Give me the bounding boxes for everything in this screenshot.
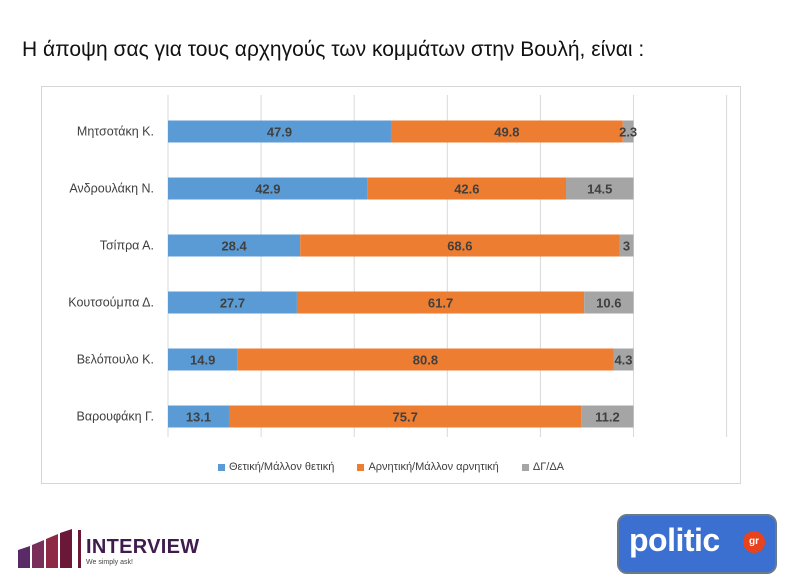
data-label: 11.2 (595, 410, 620, 425)
legend-swatch-dkna (521, 463, 529, 471)
legend-swatch-negative (357, 463, 365, 471)
interview-logo: INTERVIEW We simply ask! (16, 528, 206, 572)
bar-layer: 47.9 49.8 2.3 42.9 42.6 14.5 28.4 68.6 3 27.7 61.7… (168, 120, 637, 428)
stacked-bar-chart: 47.9 49.8 2.3 42.9 42.6 14.5 28.4 68.6 3 27.7 61.7… (68, 95, 728, 437)
bar-segment (300, 234, 620, 257)
bar-segment (237, 348, 614, 371)
category-labels: Μητσοτάκη Κ. Ανδρουλάκη Ν. Τσίπρα Α. Κουτσο… (68, 125, 154, 424)
chart-frame: 47.9 49.8 2.3 42.9 42.6 14.5 28.4 68.6 3 27.7 61.7… (41, 86, 741, 484)
data-label: 75.7 (393, 410, 418, 425)
bar-segment (581, 405, 634, 428)
data-label: 14.5 (587, 182, 612, 197)
legend-label-negative: Αρνητική/Μάλλον αρνητική (368, 461, 499, 473)
politic-gr-badge: gr (743, 531, 765, 553)
interview-name: INTERVIEW (86, 536, 200, 558)
interview-tagline: We simply ask! (86, 559, 133, 566)
data-label: 27.7 (220, 296, 245, 311)
legend-label-positive: Θετική/Μάλλον θετική (228, 461, 335, 473)
bar-segment (168, 177, 368, 200)
interview-bars-icon (18, 529, 72, 568)
bar-segment (168, 234, 301, 257)
data-label: 42.6 (454, 182, 479, 197)
bar-segment (168, 291, 297, 314)
category-label: Ανδρουλάκη Ν. (69, 182, 154, 196)
legend-item-positive: Θετική/Μάλλον θετική (217, 461, 335, 473)
data-label: 42.9 (255, 182, 280, 197)
category-label: Βελόπουλο Κ. (77, 353, 154, 367)
page-title: Η άποψη σας για τους αρχηγούς των κομμάτ… (22, 38, 645, 61)
data-label: 49.8 (494, 125, 519, 140)
politic-logo: politic gr (617, 514, 777, 574)
bar-segment (168, 348, 238, 371)
politic-name: politic (629, 522, 720, 558)
data-label: 14.9 (190, 353, 215, 368)
legend-item-negative: Αρνητική/Μάλλον αρνητική (357, 461, 499, 473)
bar-segment (619, 234, 634, 257)
category-label: Μητσοτάκη Κ. (77, 125, 154, 139)
data-label: 4.3 (614, 353, 632, 368)
bar-segment (613, 348, 634, 371)
bar-segment (367, 177, 567, 200)
data-label: 2.3 (619, 125, 637, 140)
category-label: Τσίπρα Α. (100, 239, 154, 253)
bar-segment (296, 291, 585, 314)
interview-divider (78, 530, 81, 568)
legend-label-dkna: ΔΓ/ΔΑ (532, 461, 565, 473)
data-label: 3 (623, 239, 630, 254)
bar-segment (390, 120, 623, 143)
data-label: 68.6 (447, 239, 472, 254)
data-label: 80.8 (413, 353, 438, 368)
data-label: 61.7 (428, 296, 453, 311)
data-label: 10.6 (596, 296, 621, 311)
data-label: 13.1 (186, 410, 211, 425)
bar-segment (228, 405, 582, 428)
legend-swatch-positive (217, 463, 225, 471)
data-label: 28.4 (221, 239, 247, 254)
legend-item-dkna: ΔΓ/ΔΑ (521, 461, 565, 473)
legend: Θετική/Μάλλον θετική Αρνητική/Μάλλον αρν… (42, 461, 740, 473)
category-label: Κουτσούμπα Δ. (68, 296, 154, 310)
category-label: Βαρουφάκη Γ. (77, 410, 154, 424)
bar-segment (566, 177, 634, 200)
gridlines (167, 95, 728, 437)
bar-segment (622, 120, 634, 143)
data-label: 47.9 (267, 125, 292, 140)
bar-segment (584, 291, 634, 314)
bar-segment (168, 405, 229, 428)
bar-segment (168, 120, 391, 143)
